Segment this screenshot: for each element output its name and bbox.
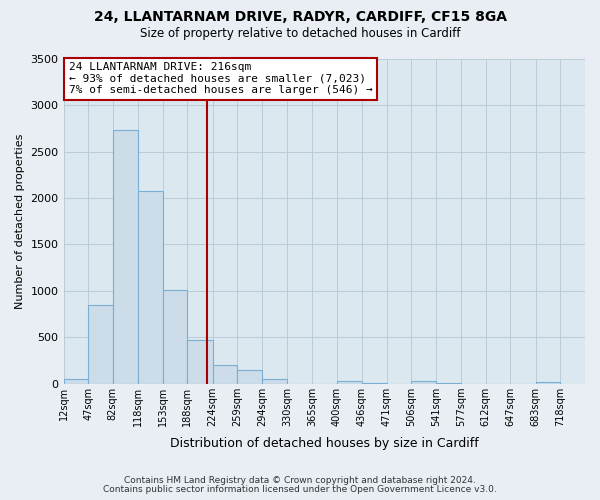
Bar — [88, 305, 113, 384]
Bar — [436, 382, 461, 384]
Bar — [64, 378, 88, 384]
Text: 24, LLANTARNAM DRIVE, RADYR, CARDIFF, CF15 8GA: 24, LLANTARNAM DRIVE, RADYR, CARDIFF, CF… — [94, 10, 506, 24]
Bar — [163, 290, 187, 384]
Bar — [362, 382, 386, 384]
Text: 24 LLANTARNAM DRIVE: 216sqm
← 93% of detached houses are smaller (7,023)
7% of s: 24 LLANTARNAM DRIVE: 216sqm ← 93% of det… — [69, 62, 373, 96]
Text: Size of property relative to detached houses in Cardiff: Size of property relative to detached ho… — [140, 28, 460, 40]
Text: Contains HM Land Registry data © Crown copyright and database right 2024.: Contains HM Land Registry data © Crown c… — [124, 476, 476, 485]
Bar — [113, 130, 138, 384]
Bar — [337, 381, 362, 384]
Y-axis label: Number of detached properties: Number of detached properties — [15, 134, 25, 309]
Bar — [213, 364, 238, 384]
Bar — [536, 382, 560, 384]
Text: Contains public sector information licensed under the Open Government Licence v3: Contains public sector information licen… — [103, 485, 497, 494]
Bar — [238, 370, 262, 384]
X-axis label: Distribution of detached houses by size in Cardiff: Distribution of detached houses by size … — [170, 437, 479, 450]
Bar — [187, 340, 213, 384]
Bar — [262, 378, 287, 384]
Bar — [138, 190, 163, 384]
Bar — [411, 382, 436, 384]
